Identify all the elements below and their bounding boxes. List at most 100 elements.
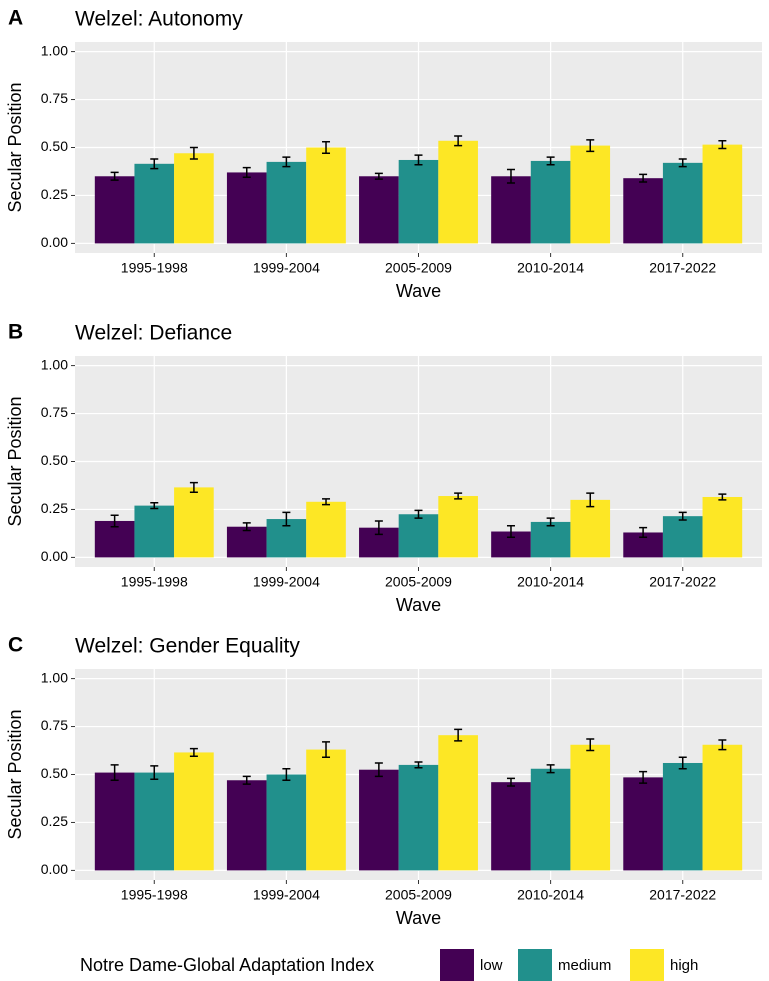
bar	[623, 777, 663, 871]
error-bar	[454, 728, 463, 742]
bar	[266, 161, 307, 244]
bar	[530, 768, 571, 871]
bar	[226, 780, 267, 871]
legend-key	[518, 949, 552, 981]
error-bar	[678, 756, 687, 770]
panel-label: A	[8, 7, 23, 30]
y-axis-title: Secular Position	[5, 82, 25, 212]
y-axis-title: Secular Position	[5, 709, 25, 839]
bar	[94, 772, 135, 871]
bar	[266, 774, 307, 871]
error-bar	[150, 765, 159, 781]
error-bar	[242, 775, 251, 785]
y-tick-label: 0.50	[41, 765, 68, 781]
x-axis-title: Wave	[396, 595, 441, 615]
error-bar	[374, 762, 383, 778]
error-bar	[322, 498, 331, 506]
error-bar	[242, 522, 251, 532]
legend-label: medium	[558, 957, 611, 974]
y-axis-title: Secular Position	[5, 396, 25, 526]
bar	[438, 496, 478, 558]
error-bar	[546, 517, 555, 527]
y-tick-label: 0.50	[41, 138, 68, 154]
legend-key	[440, 949, 474, 981]
bar	[134, 163, 175, 244]
bar	[702, 744, 743, 871]
error-bar	[678, 158, 687, 168]
error-bar	[506, 168, 515, 184]
error-bar	[586, 492, 595, 508]
bar	[570, 145, 611, 244]
bar	[570, 499, 611, 558]
bar	[398, 159, 439, 244]
error-bar	[586, 738, 595, 752]
error-bar	[414, 509, 423, 519]
x-tick-label: 1995-1998	[121, 260, 188, 276]
y-tick-label: 0.75	[41, 404, 68, 420]
y-tick-label: 0.25	[41, 813, 68, 829]
bar	[94, 176, 135, 244]
y-tick-label: 0.00	[41, 861, 68, 877]
x-tick-label: 2010-2014	[517, 260, 584, 276]
legend-label: low	[480, 957, 503, 974]
bar	[491, 782, 531, 871]
bar	[438, 140, 478, 244]
error-bar	[639, 173, 648, 183]
x-tick-label: 1995-1998	[121, 574, 188, 590]
error-bar	[150, 158, 159, 170]
x-tick-label: 1999-2004	[253, 574, 320, 590]
bar	[662, 162, 703, 244]
error-bar	[454, 135, 463, 147]
panel-label: C	[8, 634, 23, 657]
error-bar	[282, 156, 291, 168]
y-tick-label: 1.00	[41, 669, 68, 685]
x-tick-label: 2017-2022	[649, 260, 716, 276]
error-bar	[546, 764, 555, 774]
bar	[226, 172, 267, 244]
error-bar	[322, 140, 331, 155]
y-tick-label: 0.50	[41, 452, 68, 468]
error-bar	[110, 514, 119, 528]
y-tick-label: 0.00	[41, 548, 68, 564]
bar	[570, 744, 611, 871]
legend-label: high	[670, 957, 698, 974]
error-bar	[282, 511, 291, 527]
x-tick-label: 1999-2004	[253, 260, 320, 276]
bar	[623, 178, 663, 244]
y-tick-label: 1.00	[41, 356, 68, 372]
error-bar	[282, 767, 291, 782]
error-bar	[718, 493, 727, 501]
y-tick-label: 0.75	[41, 90, 68, 106]
bar	[662, 516, 703, 558]
bar	[359, 176, 399, 244]
bar	[306, 147, 346, 244]
x-tick-label: 2005-2009	[385, 887, 452, 903]
bar	[438, 735, 478, 871]
bar	[306, 749, 346, 871]
x-tick-label: 1995-1998	[121, 887, 188, 903]
bar	[174, 487, 214, 558]
x-tick-label: 1999-2004	[253, 887, 320, 903]
error-bar	[110, 764, 119, 782]
error-bar	[242, 166, 251, 178]
error-bar	[639, 770, 648, 784]
error-bar	[546, 156, 555, 166]
panel-title: Welzel: Defiance	[75, 322, 232, 345]
error-bar	[374, 172, 383, 180]
panel-title: Welzel: Gender Equality	[75, 635, 300, 658]
y-tick-label: 0.25	[41, 500, 68, 516]
x-tick-label: 2005-2009	[385, 260, 452, 276]
bar	[134, 772, 175, 871]
bar	[359, 769, 399, 871]
error-bar	[110, 171, 119, 181]
bar	[306, 501, 346, 558]
error-bar	[718, 140, 727, 150]
error-bar	[414, 761, 423, 769]
error-bar	[414, 154, 423, 166]
bar	[530, 521, 571, 558]
error-bar	[678, 511, 687, 521]
bar	[398, 514, 439, 558]
x-tick-label: 2010-2014	[517, 887, 584, 903]
legend-key	[630, 949, 664, 981]
